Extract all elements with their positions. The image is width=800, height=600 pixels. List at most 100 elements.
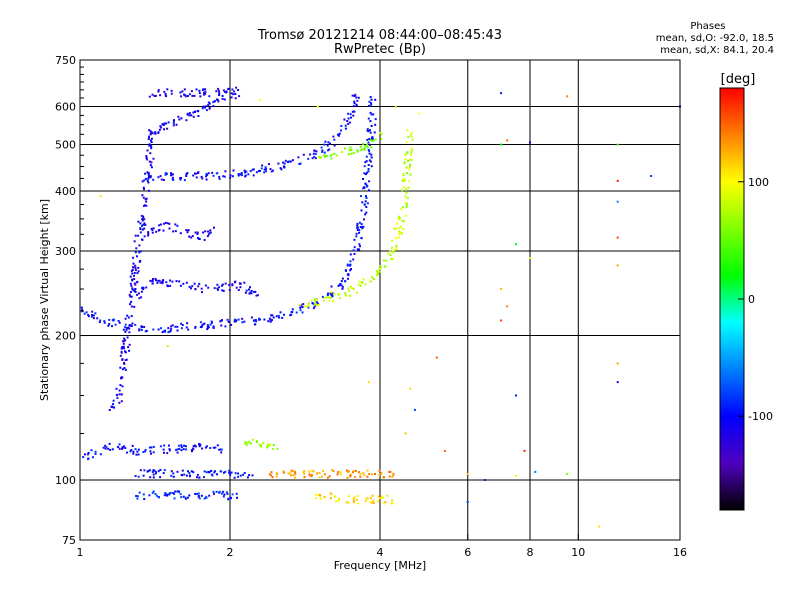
trace-point [374,138,377,141]
trace-point [185,175,188,177]
scatter-point [515,474,517,477]
trace-point [172,178,175,181]
trace-point [227,498,230,501]
trace-point [152,157,155,160]
trace-point [271,314,274,317]
trace-point [277,314,280,317]
trace-point [401,206,404,209]
trace-point [192,448,195,451]
trace-point [91,310,94,313]
trace-point [401,180,404,182]
trace-point [153,95,156,97]
trace-point [364,283,367,286]
trace-point [303,476,306,479]
phase-stats-x: mean, sd,X: 84.1, 20.4 [660,45,774,56]
trace-point [312,307,315,310]
trace-point [115,387,118,390]
trace-point [244,171,247,174]
trace-point [222,175,225,178]
trace-point [204,90,207,93]
trace-point [331,153,333,156]
trace-point [185,474,188,477]
trace-point [378,469,381,472]
trace-point [346,120,349,122]
trace-point [407,186,410,189]
trace-point [146,158,148,161]
trace-point [312,470,315,473]
trace-point [253,290,255,293]
trace-point [157,279,160,282]
trace-point [154,132,157,135]
trace-point [366,475,369,478]
trace-point [400,208,403,211]
y-tick-label: 600 [55,101,76,114]
trace-point [188,114,191,117]
trace-point [183,444,185,447]
trace-point [218,92,221,94]
trace-point [132,452,135,455]
trace-point [141,228,144,231]
trace-point [302,303,305,306]
trace-point [390,502,393,505]
trace-point [409,133,412,136]
trace-point [363,172,366,175]
scatter-point [650,175,653,177]
trace-point [314,157,317,160]
trace-point [118,401,121,404]
trace-point [208,494,211,497]
trace-point [166,127,169,130]
trace-point [209,231,212,234]
trace-point [162,123,165,126]
trace-point [208,102,211,105]
trace-point [123,367,126,369]
trace-point [217,288,219,291]
trace-point [105,446,108,449]
trace-point [219,320,222,323]
trace-point [139,231,142,234]
trace-point [207,172,210,175]
trace-point [370,165,373,168]
trace-point [378,474,380,477]
trace-point [151,231,154,234]
trace-point [402,220,405,223]
trace-point [181,324,184,326]
trace-point [168,227,171,230]
trace-point [131,288,134,291]
trace-point [142,474,145,477]
trace-point [194,172,196,175]
trace-point [233,90,236,93]
trace-point [170,89,173,92]
trace-point [152,451,155,454]
trace-point [186,95,189,97]
trace-point [118,393,121,396]
trace-point [210,470,213,473]
trace-point [186,322,189,325]
trace-point [263,318,266,321]
trace-point [230,96,233,99]
trace-point [207,101,210,104]
trace-point [110,405,113,408]
trace-point [160,327,162,330]
trace-point [211,321,213,324]
trace-point [405,151,408,154]
trace-point [357,96,360,99]
trace-point [142,288,145,291]
trace-point [134,323,137,326]
trace-point [319,156,322,159]
trace-point [143,227,146,230]
trace-point [244,291,247,294]
trace-point [220,448,223,451]
trace-point [321,295,324,298]
trace-point [353,469,356,472]
trace-point [201,447,204,450]
trace-point [370,146,373,149]
trace-point [159,125,162,128]
trace-point [328,148,331,151]
trace-point [297,156,300,159]
trace-point [243,169,246,172]
trace-point [364,200,367,203]
trace-point [182,282,185,285]
trace-point [356,224,359,227]
trace-point [112,406,115,409]
trace-point [239,286,242,289]
